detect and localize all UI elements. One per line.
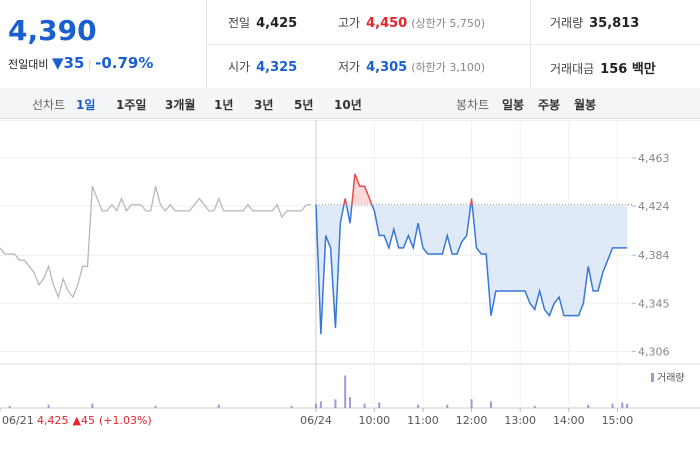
volume-bar (626, 403, 629, 408)
x-tick-label: 14:00 (553, 414, 585, 427)
x-tick-label: 11:00 (407, 414, 439, 427)
period-tab[interactable]: 1주일 (116, 98, 147, 112)
volume-bar (154, 405, 157, 408)
stat: 거래대금 156 백만 (550, 58, 656, 77)
line-above (315, 173, 473, 205)
y-tick-label: 4,424 (638, 200, 670, 213)
x-tick-label: 13:00 (504, 414, 536, 427)
stat-label: 고가 (338, 16, 361, 30)
volume-bar (290, 405, 293, 408)
x-tick-label: 12:00 (456, 414, 488, 427)
change-label: 전일대비 (8, 58, 49, 71)
stat-note: (하한가 3,100) (411, 61, 486, 74)
volume-bar (621, 402, 624, 408)
stat: 거래량 35,813 (550, 14, 639, 31)
summary-panel: 4,390 전일대비 ▼35 | -0.79% 전일 4,425 고가 4,450 (상… (0, 0, 700, 89)
volume-bar (611, 403, 614, 408)
current-price: 4,390 (8, 14, 97, 47)
change-box: 전일대비 ▼35 | -0.79% (8, 54, 153, 72)
stat-label: 전일 (228, 16, 251, 30)
x-tick-label: 06/24 (300, 414, 332, 427)
stat-value: 156 백만 (600, 62, 656, 77)
chart: 4,463 4,424 4,384 4,345 4,306 06/21 06/24 10:00… (0, 120, 700, 427)
separator: | (87, 58, 92, 71)
volume-bar (315, 403, 317, 408)
divider (206, 44, 700, 45)
volume-bar (319, 401, 322, 408)
volume-bar (490, 401, 493, 408)
stat-label: 거래량 (550, 16, 584, 30)
footer-rate: (+1.03%) (99, 414, 152, 427)
tab-label: 선차트 (32, 98, 66, 112)
stat-note: (상한가 5,750) (411, 17, 486, 30)
area-below (316, 204, 628, 335)
stat-value: 4,305 (366, 60, 408, 75)
volume-bar (334, 399, 337, 408)
footer: 4,425 ▲45 (+1.03%) (37, 414, 152, 427)
line-below (315, 204, 628, 335)
stat: 전일 4,425 (228, 14, 297, 31)
volume-bar (47, 404, 50, 408)
stat: 저가 4,305 (하한가 3,100) (338, 58, 485, 75)
volume-bar (446, 404, 449, 408)
period-tab[interactable]: 3개월 (165, 98, 196, 112)
volume-bar (344, 375, 347, 408)
volume-bar (349, 397, 352, 408)
period-tabs: 선차트 1일 1주일 3개월 1년 3년 5년 10년 봉차트 일봉 주봉 월봉 (0, 88, 700, 119)
y-tick-label: 4,463 (638, 152, 670, 165)
volume-bar (378, 402, 381, 408)
stat-value: 4,325 (256, 60, 298, 75)
stat-label: 저가 (338, 60, 361, 74)
y-tick-label: 4,345 (638, 297, 670, 310)
footer-change: ▲45 (73, 414, 95, 427)
y-tick-label: 4,384 (638, 249, 670, 262)
volume-bar (217, 404, 220, 408)
stat: 고가 4,450 (상한가 5,750) (338, 14, 485, 31)
stat-value: 4,450 (366, 16, 408, 31)
period-tab[interactable]: 1년 (214, 98, 234, 112)
y-tick-label: 4,306 (638, 345, 670, 358)
change-rate: -0.79% (95, 54, 154, 72)
stat-label: 시가 (228, 60, 251, 74)
volume-bar (533, 405, 536, 408)
change: ▼35 (51, 54, 85, 72)
footer-price: 4,425 (37, 414, 69, 427)
legend-label: 거래량 (657, 372, 685, 384)
volume-bar (417, 404, 420, 408)
tab-label: 봉차트 (456, 98, 490, 112)
legend-swatch (651, 373, 654, 382)
stat: 시가 4,325 (228, 58, 297, 75)
x-tick-label: 10:00 (358, 414, 390, 427)
volume-bar (587, 404, 590, 408)
candle-tab[interactable]: 월봉 (574, 98, 597, 112)
period-tab[interactable]: 1일 (76, 98, 96, 112)
volume-bar (363, 403, 366, 408)
candle-tab[interactable]: 일봉 (502, 98, 525, 112)
x-tick-label: 06/21 (2, 414, 34, 427)
volume-bar (470, 399, 473, 408)
period-tab[interactable]: 10년 (334, 98, 362, 112)
volume-bar (91, 403, 94, 408)
period-tab[interactable]: 3년 (254, 98, 274, 112)
candle-tab[interactable]: 주봉 (538, 98, 561, 112)
stat-label: 거래대금 (550, 62, 595, 76)
stat-value: 4,425 (256, 16, 298, 31)
volume-bar (8, 405, 11, 408)
line (0, 185, 312, 300)
x-tick-label: 15:00 (602, 414, 634, 427)
stat-value: 35,813 (589, 16, 640, 31)
period-tab[interactable]: 5년 (294, 98, 314, 112)
